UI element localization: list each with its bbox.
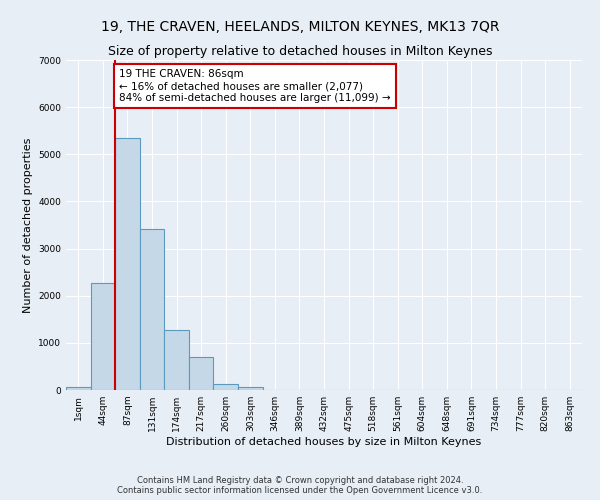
Bar: [115, 138, 140, 390]
Text: Contains HM Land Registry data © Crown copyright and database right 2024.
Contai: Contains HM Land Registry data © Crown c…: [118, 476, 482, 495]
Y-axis label: Number of detached properties: Number of detached properties: [23, 138, 32, 312]
Bar: [140, 229, 164, 390]
Bar: [66, 387, 91, 390]
Bar: [91, 282, 115, 390]
X-axis label: Distribution of detached houses by size in Milton Keynes: Distribution of detached houses by size …: [166, 437, 482, 447]
Bar: [189, 357, 214, 390]
Text: 19 THE CRAVEN: 86sqm
← 16% of detached houses are smaller (2,077)
84% of semi-de: 19 THE CRAVEN: 86sqm ← 16% of detached h…: [119, 70, 391, 102]
Text: Size of property relative to detached houses in Milton Keynes: Size of property relative to detached ho…: [108, 45, 492, 58]
Bar: [164, 330, 189, 390]
Text: 19, THE CRAVEN, HEELANDS, MILTON KEYNES, MK13 7QR: 19, THE CRAVEN, HEELANDS, MILTON KEYNES,…: [101, 20, 499, 34]
Bar: [238, 387, 263, 390]
Bar: [214, 384, 238, 390]
